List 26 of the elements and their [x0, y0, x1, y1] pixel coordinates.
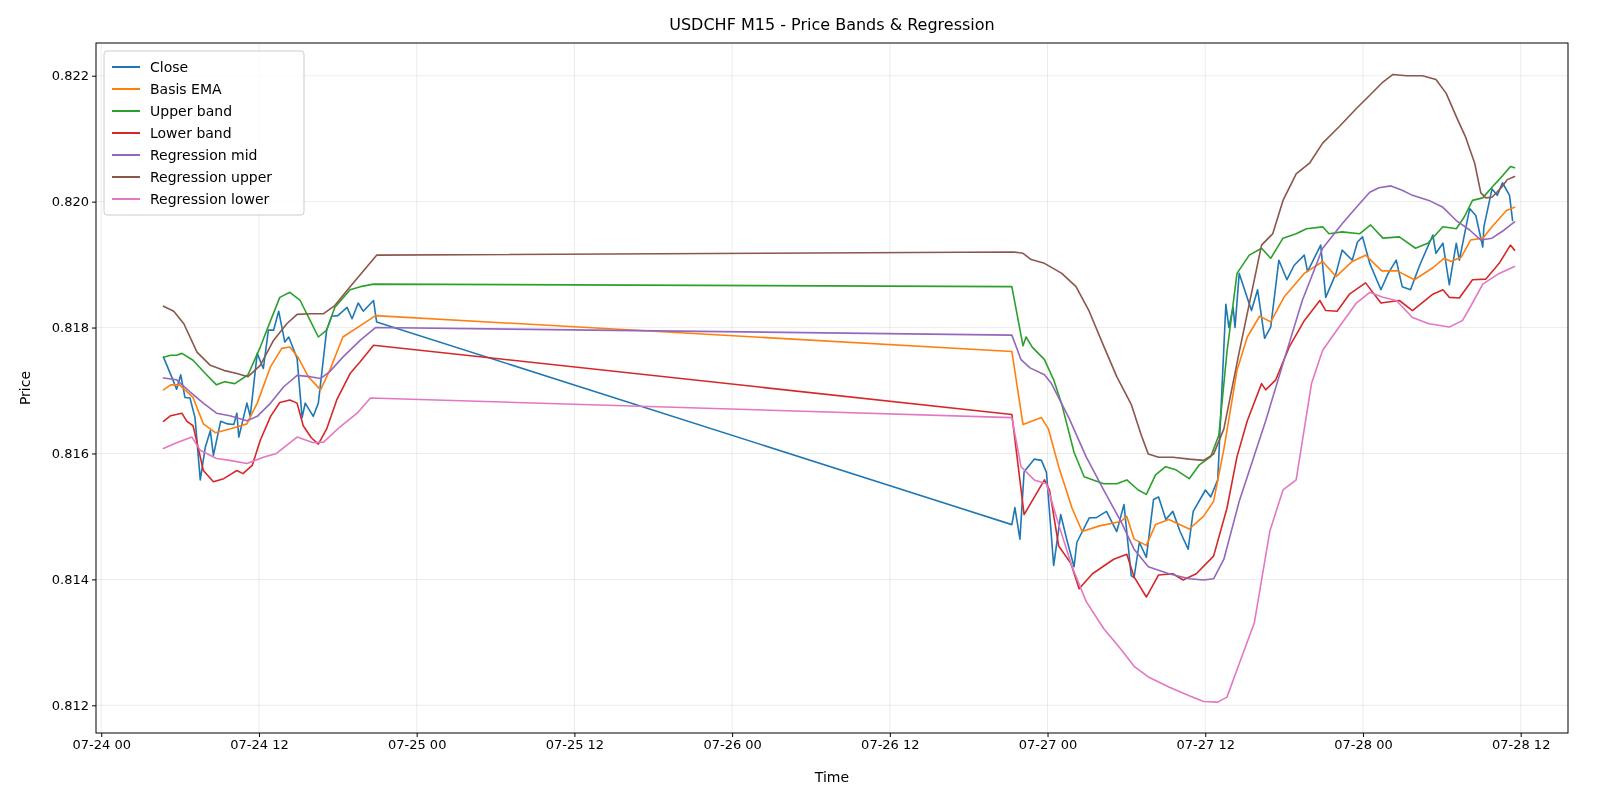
y-tick-label: 0.814: [51, 572, 89, 588]
x-axis-title: Time: [813, 769, 850, 785]
y-axis-title: Price: [17, 370, 33, 406]
x-tick-label: 07-28 00: [1334, 737, 1393, 753]
legend-label: Regression mid: [150, 147, 258, 163]
legend-label: Upper band: [150, 103, 233, 119]
legend-label: Lower band: [150, 125, 232, 141]
x-tick-label: 07-25 12: [545, 737, 605, 753]
legend-label: Regression upper: [150, 169, 273, 185]
legend-label: Close: [150, 59, 189, 75]
y-tick-label: 0.818: [51, 320, 89, 336]
x-tick-label: 07-26 00: [703, 737, 762, 753]
chart-title: USDCHF M15 - Price Bands & Regression: [669, 15, 995, 34]
legend-label: Regression lower: [150, 191, 270, 207]
x-tick-label: 07-27 00: [1018, 737, 1078, 753]
x-tick-label: 07-26 12: [861, 737, 920, 753]
y-tick-label: 0.812: [51, 697, 89, 713]
x-tick-label: 07-25 00: [387, 737, 447, 753]
x-tick-label: 07-27 12: [1176, 737, 1235, 753]
legend-label: Basis EMA: [150, 81, 223, 97]
x-tick-label: 07-24 00: [72, 737, 131, 753]
y-tick-label: 0.820: [51, 194, 89, 210]
x-tick-label: 07-24 12: [230, 737, 289, 753]
x-tick-label: 07-28 12: [1491, 737, 1551, 753]
y-tick-label: 0.822: [51, 68, 89, 84]
y-tick-label: 0.816: [51, 446, 89, 462]
